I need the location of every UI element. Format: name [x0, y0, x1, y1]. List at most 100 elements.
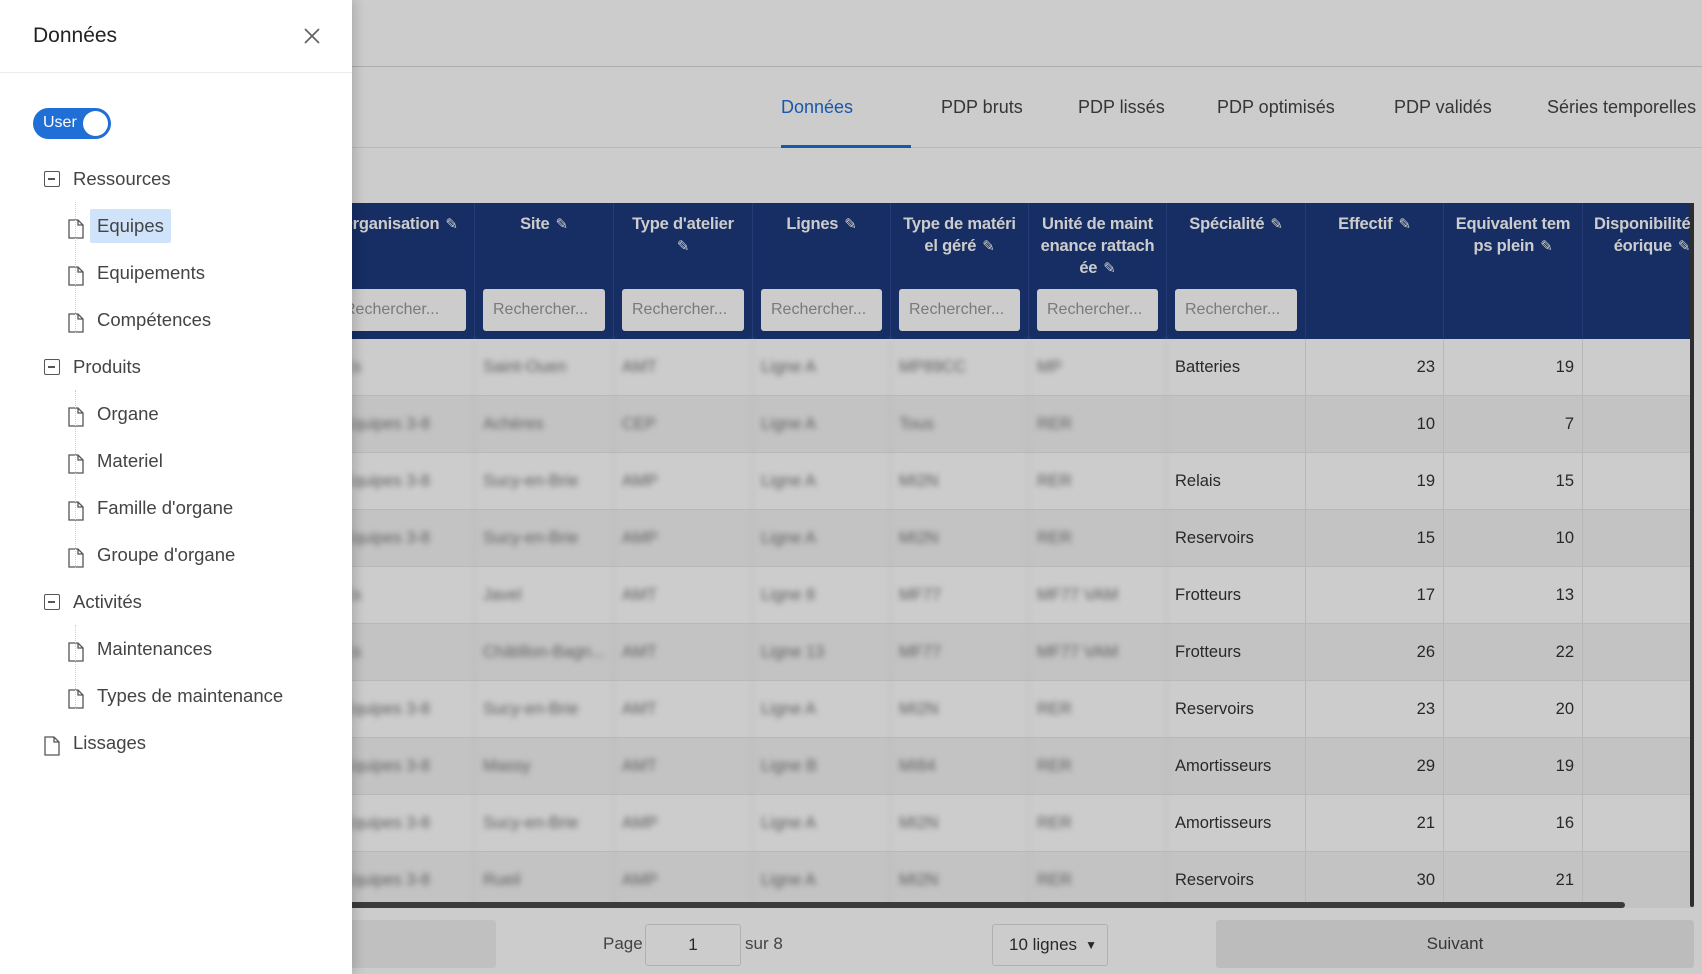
cell-ligne[interactable]: Ligne A [753, 795, 891, 852]
table-row[interactable]: Equipes 3-8 Sucy-en-Brie AMP Ligne A MI2N RER… [0, 795, 1694, 852]
cell-etp[interactable]: 22 [1444, 624, 1583, 681]
column-search-input[interactable]: Rechercher... [622, 289, 744, 331]
cell-ligne[interactable]: Ligne A [753, 852, 891, 908]
edit-pencil-icon[interactable]: ✎ [1540, 238, 1553, 255]
cell-etp[interactable]: 7 [1444, 396, 1583, 453]
tab-series-temporelles[interactable]: Séries temporelles [1547, 97, 1697, 117]
horizontal-scrollbar[interactable] [0, 902, 1625, 908]
cell-site[interactable]: Sucy-en-Brie [475, 795, 614, 852]
column-header[interactable]: Type de matéri el géré ✎ Rechercher... [891, 203, 1029, 339]
table-row[interactable]: Equipes 3-8 Sucy-en-Brie AMT Ligne A MI2N RER… [0, 681, 1694, 738]
cell-materiel[interactable]: MI2N [891, 453, 1029, 510]
column-search-input[interactable]: Rechercher... [1175, 289, 1297, 331]
page-number-input[interactable]: 1 [645, 924, 741, 966]
cell-specialite[interactable]: Relais [1167, 453, 1306, 510]
cell-atelier[interactable]: AMP [614, 795, 753, 852]
cell-etp[interactable]: 19 [1444, 738, 1583, 795]
column-header[interactable]: Unité de maint enance rattach ée ✎ Recherche… [1029, 203, 1167, 339]
cell-ligne[interactable]: Ligne 13 [753, 624, 891, 681]
edit-pencil-icon[interactable]: ✎ [1270, 216, 1283, 233]
cell-materiel[interactable]: MI2N [891, 795, 1029, 852]
collapse-minus-icon[interactable] [44, 359, 60, 375]
column-header[interactable]: Effectif ✎ [1306, 203, 1444, 339]
cell-materiel[interactable]: MI84 [891, 738, 1029, 795]
column-header[interactable]: Type d'atelier ✎ Rechercher... [614, 203, 753, 339]
cell-specialite[interactable]: Reservoirs [1167, 681, 1306, 738]
cell-specialite[interactable]: Reservoirs [1167, 510, 1306, 567]
cell-unite[interactable]: RER [1029, 738, 1167, 795]
cell-ligne[interactable]: Ligne A [753, 339, 891, 396]
tree-node-produits[interactable]: Produits [44, 350, 148, 384]
cell-unite[interactable]: MF77 VAM [1029, 624, 1167, 681]
cell-etp[interactable]: 20 [1444, 681, 1583, 738]
edit-pencil-icon[interactable]: ✎ [676, 238, 690, 255]
cell-effectif[interactable]: 23 [1306, 339, 1444, 396]
cell-etp[interactable]: 21 [1444, 852, 1583, 908]
cell-org[interactable]: Equipes 3-8 [340, 396, 475, 453]
cell-org[interactable]: Equipes 3-8 [340, 738, 475, 795]
cell-site[interactable]: Châtillon-Bagn... [475, 624, 614, 681]
cell-atelier[interactable]: AMP [614, 510, 753, 567]
vertical-scrollbar[interactable] [1690, 203, 1694, 907]
tree-node-ressources[interactable]: Ressources [44, 162, 178, 196]
tab-donnees[interactable]: Données [781, 97, 854, 117]
cell-atelier[interactable]: AMT [614, 681, 753, 738]
cell-materiel[interactable]: MI2N [891, 681, 1029, 738]
cell-org[interactable]: Equipes 3-8 [340, 681, 475, 738]
cell-ligne[interactable]: Ligne B [753, 738, 891, 795]
cell-ligne[interactable]: Ligne A [753, 681, 891, 738]
cell-effectif[interactable]: 19 [1306, 453, 1444, 510]
cell-unite[interactable]: RER [1029, 510, 1167, 567]
cell-materiel[interactable]: MP89CC [891, 339, 1029, 396]
cell-effectif[interactable]: 21 [1306, 795, 1444, 852]
cell-atelier[interactable]: AMT [614, 567, 753, 624]
cell-effectif[interactable]: 17 [1306, 567, 1444, 624]
cell-unite[interactable]: RER [1029, 681, 1167, 738]
cell-effectif[interactable]: 26 [1306, 624, 1444, 681]
edit-pencil-icon[interactable]: ✎ [555, 216, 569, 233]
cell-unite[interactable]: MF77 VAM [1029, 567, 1167, 624]
cell-materiel[interactable]: MF77 [891, 624, 1029, 681]
user-toggle[interactable]: User [33, 108, 111, 139]
cell-site[interactable]: Javel [475, 567, 614, 624]
cell-specialite[interactable]: Amortisseurs [1167, 738, 1306, 795]
close-icon[interactable] [300, 24, 324, 48]
cell-org[interactable]: Equipes 3-8 [340, 510, 475, 567]
cell-atelier[interactable]: AMP [614, 852, 753, 908]
tree-node-lissages[interactable]: Lissages [44, 726, 153, 760]
cell-specialite[interactable]: Amortisseurs [1167, 795, 1306, 852]
tree-leaf[interactable]: Organe [68, 397, 166, 431]
previous-button[interactable] [340, 920, 496, 968]
table-row[interactable]: Equipes 3-8 Sucy-en-Brie AMP Ligne A MI2N RER… [0, 453, 1694, 510]
cell-ligne[interactable]: Ligne A [753, 396, 891, 453]
cell-site[interactable]: Achères [475, 396, 614, 453]
cell-atelier[interactable]: CEP [614, 396, 753, 453]
cell-unite[interactable]: RER [1029, 795, 1167, 852]
cell-etp[interactable]: 16 [1444, 795, 1583, 852]
tab-pdp-optimises[interactable]: PDP optimisés [1217, 97, 1335, 117]
cell-site[interactable]: Sucy-en-Brie [475, 453, 614, 510]
tree-leaf[interactable]: Groupe d'organe [68, 538, 242, 572]
column-header[interactable]: Lignes ✎ Rechercher... [753, 203, 891, 339]
cell-effectif[interactable]: 10 [1306, 396, 1444, 453]
cell-atelier[interactable]: AMT [614, 738, 753, 795]
column-search-input[interactable]: Rechercher... [899, 289, 1020, 331]
cell-effectif[interactable]: 29 [1306, 738, 1444, 795]
cell-specialite[interactable]: Frotteurs [1167, 567, 1306, 624]
cell-ligne[interactable]: Ligne 8 [753, 567, 891, 624]
cell-etp[interactable]: 13 [1444, 567, 1583, 624]
column-header[interactable]: Spécialité ✎ Rechercher... [1167, 203, 1306, 339]
tree-leaf[interactable]: Materiel [68, 444, 170, 478]
cell-org[interactable]: Equipes 3-8 [340, 852, 475, 908]
cell-materiel[interactable]: MF77 [891, 567, 1029, 624]
edit-pencil-icon[interactable]: ✎ [445, 216, 458, 233]
cell-unite[interactable]: RER [1029, 396, 1167, 453]
next-button[interactable]: Suivant [1216, 920, 1694, 968]
cell-specialite[interactable]: Batteries [1167, 339, 1306, 396]
tab-pdp-valides[interactable]: PDP validés [1394, 97, 1492, 117]
cell-materiel[interactable]: Tous [891, 396, 1029, 453]
cell-unite[interactable]: RER [1029, 852, 1167, 908]
cell-site[interactable]: Sucy-en-Brie [475, 681, 614, 738]
rows-per-page-select[interactable]: 10 lignes ▼ [992, 924, 1108, 966]
